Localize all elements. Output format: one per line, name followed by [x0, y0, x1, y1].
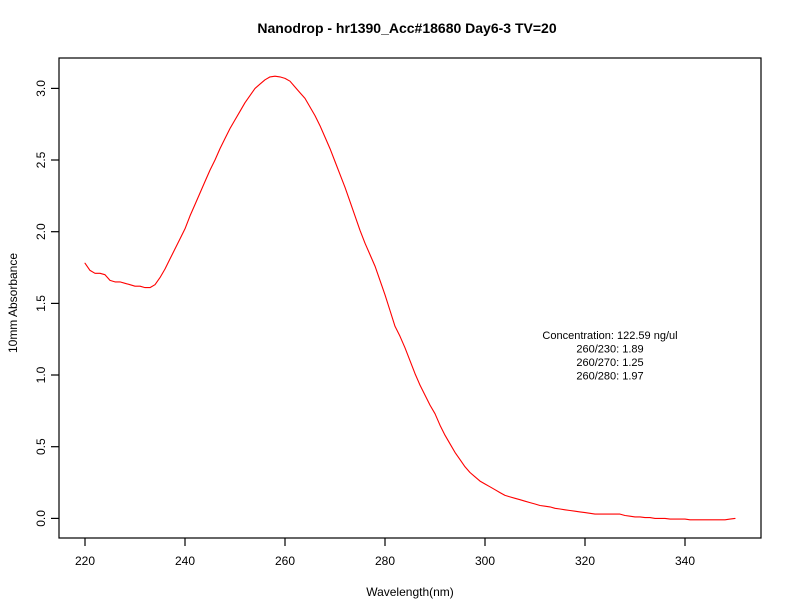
x-tick-label: 220 [75, 554, 95, 568]
annotation-line: Concentration: 122.59 ng/ul [542, 330, 677, 342]
x-tick-label: 280 [375, 554, 395, 568]
y-tick-label: 2.5 [34, 151, 48, 168]
annotation-line: 260/270: 1.25 [576, 357, 643, 369]
y-axis-title: 10mm Absorbance [6, 253, 20, 353]
annotation-line: 260/280: 1.97 [576, 370, 643, 382]
x-axis-title: Wavelength(nm) [366, 585, 454, 599]
annotation-line: 260/230: 1.89 [576, 343, 643, 355]
y-tick-label: 0.5 [34, 438, 48, 455]
y-tick-label: 1.0 [34, 366, 48, 383]
y-tick-label: 1.5 [34, 295, 48, 312]
y-axis: 0.0 0.5 1.0 1.5 2.0 2.5 3.0 [34, 80, 59, 527]
x-tick-label: 260 [275, 554, 295, 568]
x-tick-label: 300 [475, 554, 495, 568]
x-tick-label: 320 [575, 554, 595, 568]
plot-box [58, 57, 762, 539]
x-tick-label: 240 [175, 554, 195, 568]
y-tick-label: 3.0 [34, 80, 48, 97]
y-tick-label: 2.0 [34, 223, 48, 240]
chart-title: Nanodrop - hr1390_Acc#18680 Day6-3 TV=20 [257, 20, 556, 36]
x-tick-label: 340 [675, 554, 695, 568]
y-tick-label: 0.0 [34, 510, 48, 527]
spectrum-curve [84, 75, 736, 521]
x-axis: 220 240 260 280 300 320 340 [75, 538, 695, 568]
